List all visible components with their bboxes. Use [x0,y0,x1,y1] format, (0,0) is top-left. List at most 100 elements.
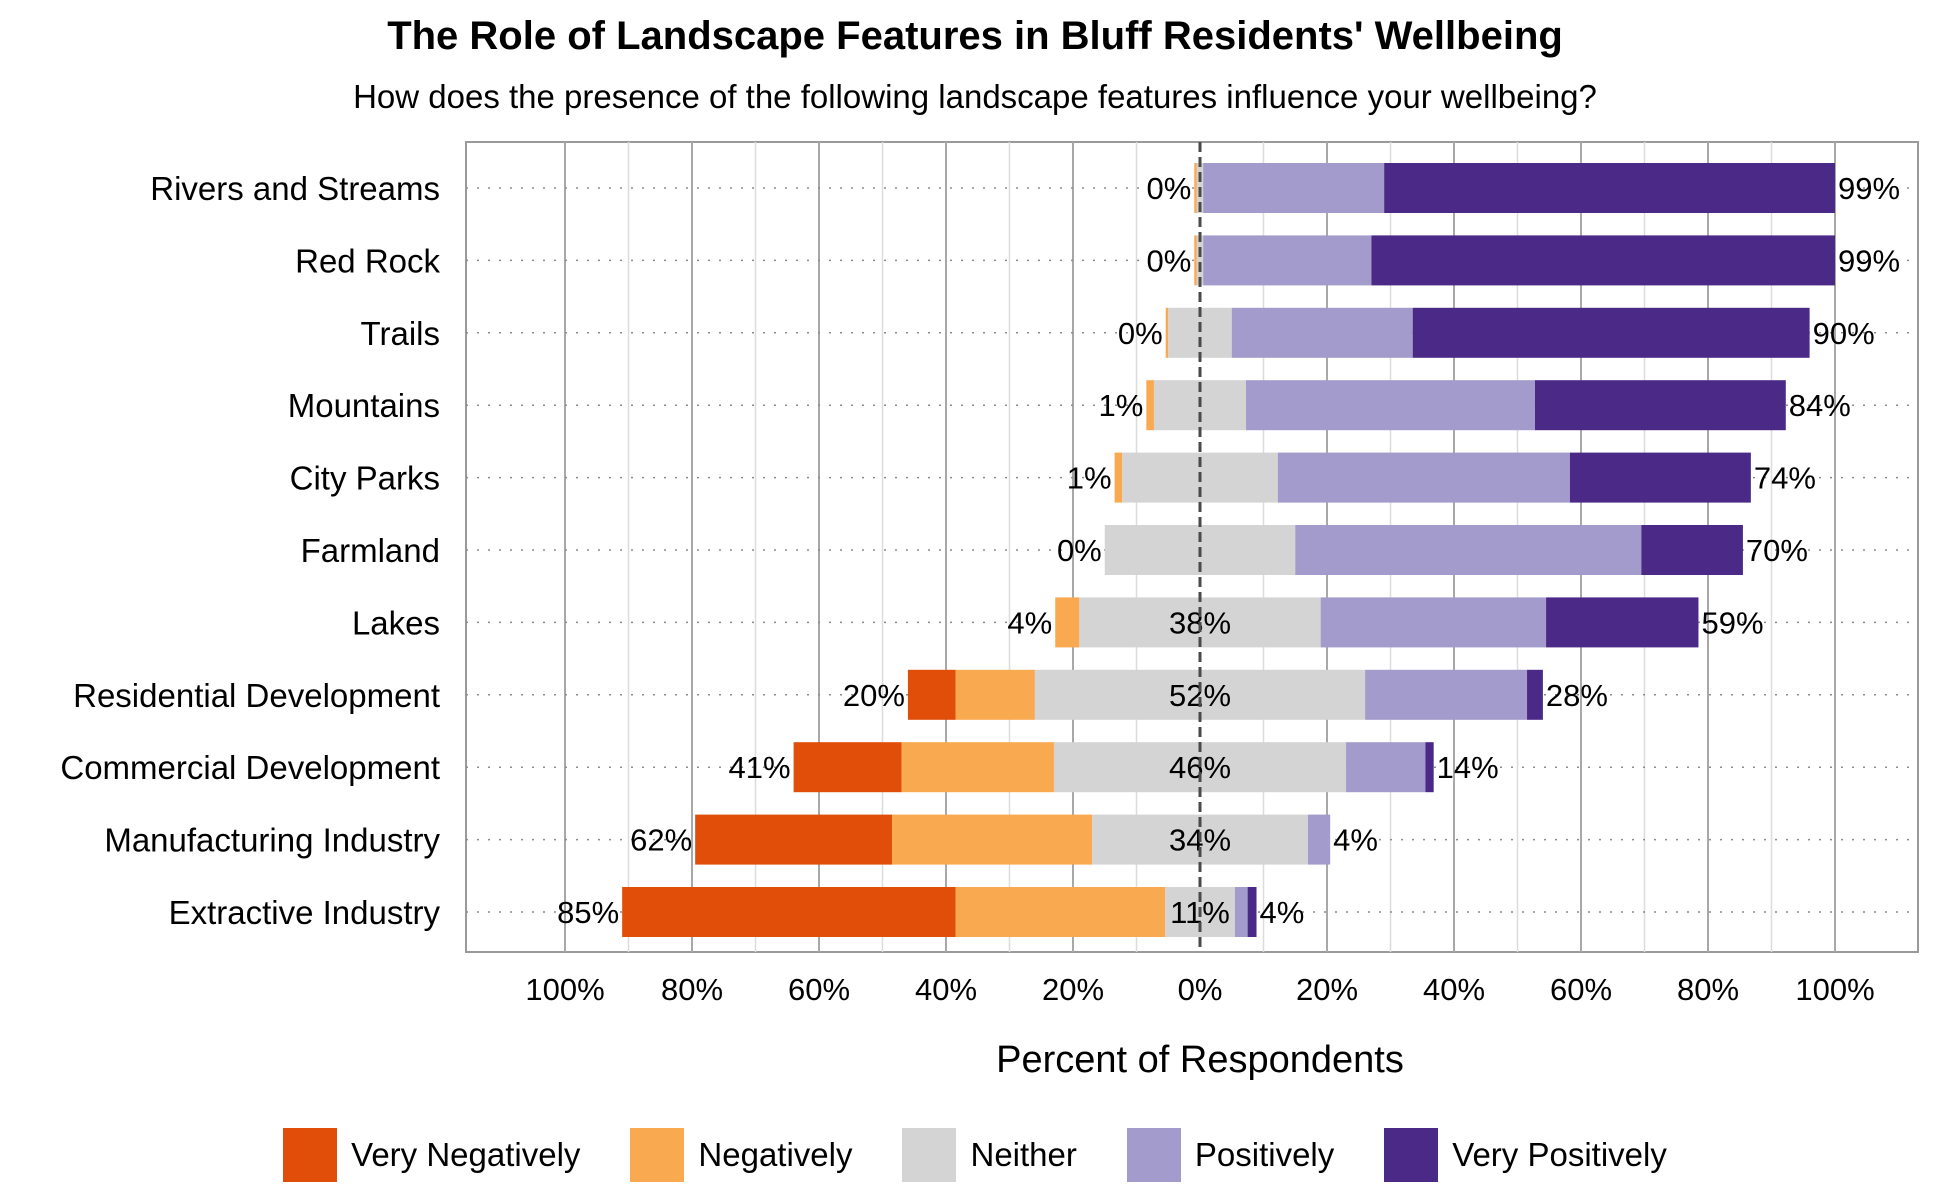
bar-negatively [955,887,1166,937]
legend-label: Negatively [698,1136,853,1173]
chart-subtitle: How does the presence of the following l… [353,78,1597,115]
x-tick-label: 100% [525,972,604,1007]
x-tick-label: 60% [788,972,850,1007]
category-label: Rivers and Streams [150,170,440,207]
legend-item: Positively [1126,1128,1335,1182]
bar-positively [1231,307,1413,358]
x-tick-label: 20% [1296,972,1358,1007]
bar-positively [1320,597,1547,648]
plot-frame [465,141,1919,953]
legend-swatch [1384,1128,1439,1182]
category-label: Residential Development [73,677,440,714]
data-label-positive: 4% [1260,895,1305,930]
category-label: Lakes [352,604,440,641]
legend-label: Neither [970,1136,1077,1173]
data-label-positive: 70% [1746,533,1808,568]
legend-label: Positively [1194,1136,1335,1173]
legend-swatch [902,1128,957,1182]
category-label: Mountains [288,387,440,424]
legend-item: Very Negatively [283,1128,580,1182]
legend-swatch [1126,1128,1181,1182]
data-label-negative: 0% [1057,533,1102,568]
x-tick-label: 100% [1795,972,1874,1007]
data-label-negative: 41% [729,750,791,785]
category-label: Manufacturing Industry [104,822,440,859]
bar-very-positively [1247,887,1257,937]
data-label-negative: 62% [630,823,692,858]
legend-swatch [630,1128,685,1182]
bar-positively [1234,887,1248,937]
x-tick-label: 80% [1677,972,1739,1007]
data-label-positive: 4% [1333,823,1378,858]
x-axis-label: Percent of Respondents [996,1039,1404,1081]
bar-negatively [1165,307,1169,358]
bar-very-negatively [907,669,956,720]
bar-very-negatively [695,814,893,865]
x-tick-label: 20% [1042,972,1104,1007]
data-label-positive: 74% [1754,461,1816,496]
bar-negatively [1146,380,1154,431]
category-label: Commercial Development [60,749,440,786]
bar-very-positively [1371,235,1835,286]
category-label: Extractive Industry [169,894,441,931]
bar-positively [1203,235,1372,286]
data-label-positive: 28% [1546,678,1608,713]
bar-very-positively [1569,452,1751,503]
data-label-negative: 4% [1007,605,1052,640]
data-label-negative: 0% [1118,316,1163,351]
bar-positively [1277,452,1570,503]
legend-item: Neither [902,1128,1077,1182]
category-label: City Parks [290,460,440,497]
data-label-positive: 84% [1789,388,1851,423]
category-label: Red Rock [295,242,440,279]
legend-label: Very Negatively [351,1136,581,1173]
bar-positively [1203,163,1385,213]
legend-swatch [283,1128,338,1182]
legend: Very Negatively Negatively Neither Positive… [0,1128,1950,1182]
data-label-positive: 99% [1838,243,1900,278]
data-label-positive: 59% [1701,605,1763,640]
chart-plot: Percent of Respondents Rivers and Stream… [60,141,1919,1081]
data-label-negative: 0% [1146,171,1191,206]
data-label-positive: 14% [1437,750,1499,785]
bar-positively [1346,742,1426,793]
chart-title: The Role of Landscape Features in Bluff … [387,14,1563,58]
bar-very-positively [1412,307,1810,358]
bar-very-positively [1534,380,1786,431]
bar-negatively [1194,235,1197,286]
bar-very-positively [1425,742,1434,793]
bar-negatively [901,742,1054,793]
bar-neither [1196,235,1204,286]
data-label-negative: 1% [1099,388,1144,423]
bar-negatively [1194,163,1197,213]
data-label-negative: 1% [1067,461,1112,496]
data-label-negative: 85% [557,895,619,930]
legend-item: Very Positively [1384,1128,1667,1182]
x-tick-label: 80% [661,972,723,1007]
bar-very-negatively [793,742,902,793]
bar-negatively [892,814,1093,865]
bar-very-negatively [622,887,956,937]
bar-positively [1295,525,1642,575]
x-tick-label: 60% [1550,972,1612,1007]
bar-negatively [1055,597,1080,648]
bar-very-positively [1527,669,1543,720]
data-label-negative: 0% [1146,243,1191,278]
bar-positively [1307,814,1331,865]
bar-very-positively [1641,525,1743,575]
bar-negatively [955,669,1035,720]
bar-negatively [1114,452,1123,503]
bar-positively [1246,380,1535,431]
data-label-positive: 99% [1838,171,1900,206]
x-tick-label: 0% [1178,972,1223,1007]
bar-neither [1034,669,1366,720]
bar-very-positively [1546,597,1699,648]
category-label: Farmland [301,532,440,569]
bar-very-positively [1384,163,1835,213]
legend-label: Very Positively [1452,1136,1667,1173]
x-tick-label: 40% [915,972,977,1007]
x-tick-label: 40% [1423,972,1485,1007]
bar-positively [1365,669,1528,720]
category-label: Trails [361,315,440,352]
data-label-negative: 20% [843,678,905,713]
